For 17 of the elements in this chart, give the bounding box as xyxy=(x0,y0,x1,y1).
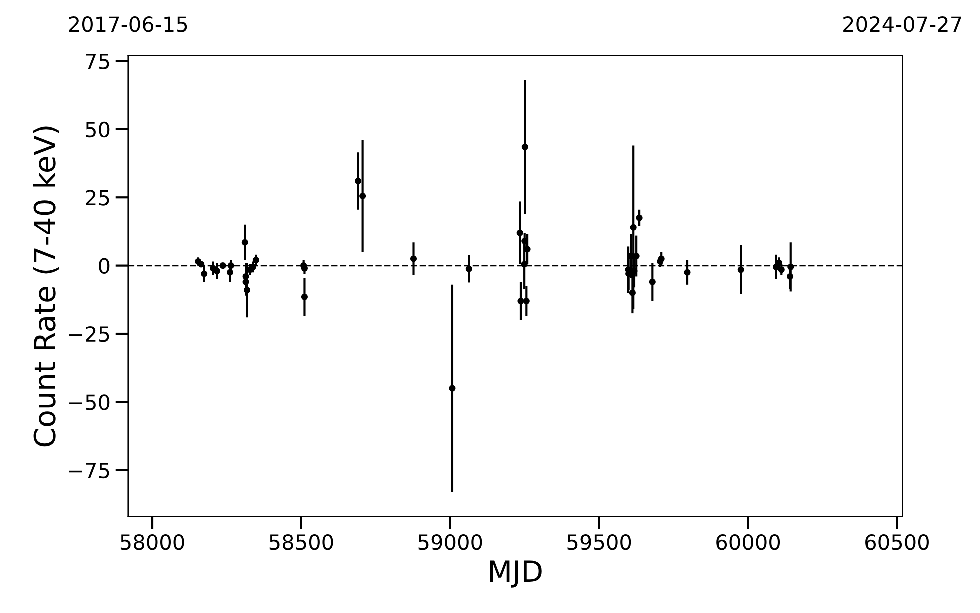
x2-tick-label: 2017-06-15 xyxy=(69,16,188,32)
x-tick-label: 58000 xyxy=(120,534,184,550)
y-tick-label: 25 xyxy=(86,190,110,206)
y-axis-title: Count Rate (7-40 keV) xyxy=(33,126,60,447)
x-axis-title: MJD xyxy=(490,560,542,588)
y-tick-label: 75 xyxy=(86,54,110,70)
x-tick-label: 58500 xyxy=(270,534,334,550)
y-tick-label: −75 xyxy=(69,463,110,479)
y-tick-label: 0 xyxy=(99,258,110,274)
y-tick-label: −25 xyxy=(69,326,110,342)
y-tick-label: −50 xyxy=(69,394,110,410)
x2-tick-label: 2024-07-27 xyxy=(844,16,962,32)
x-tick-label: 60000 xyxy=(716,534,780,550)
x-tick-label: 59000 xyxy=(418,534,482,550)
x-tick-label: 60500 xyxy=(866,534,929,550)
x-tick-label: 59500 xyxy=(568,534,632,550)
y-tick-label: 50 xyxy=(86,122,110,138)
